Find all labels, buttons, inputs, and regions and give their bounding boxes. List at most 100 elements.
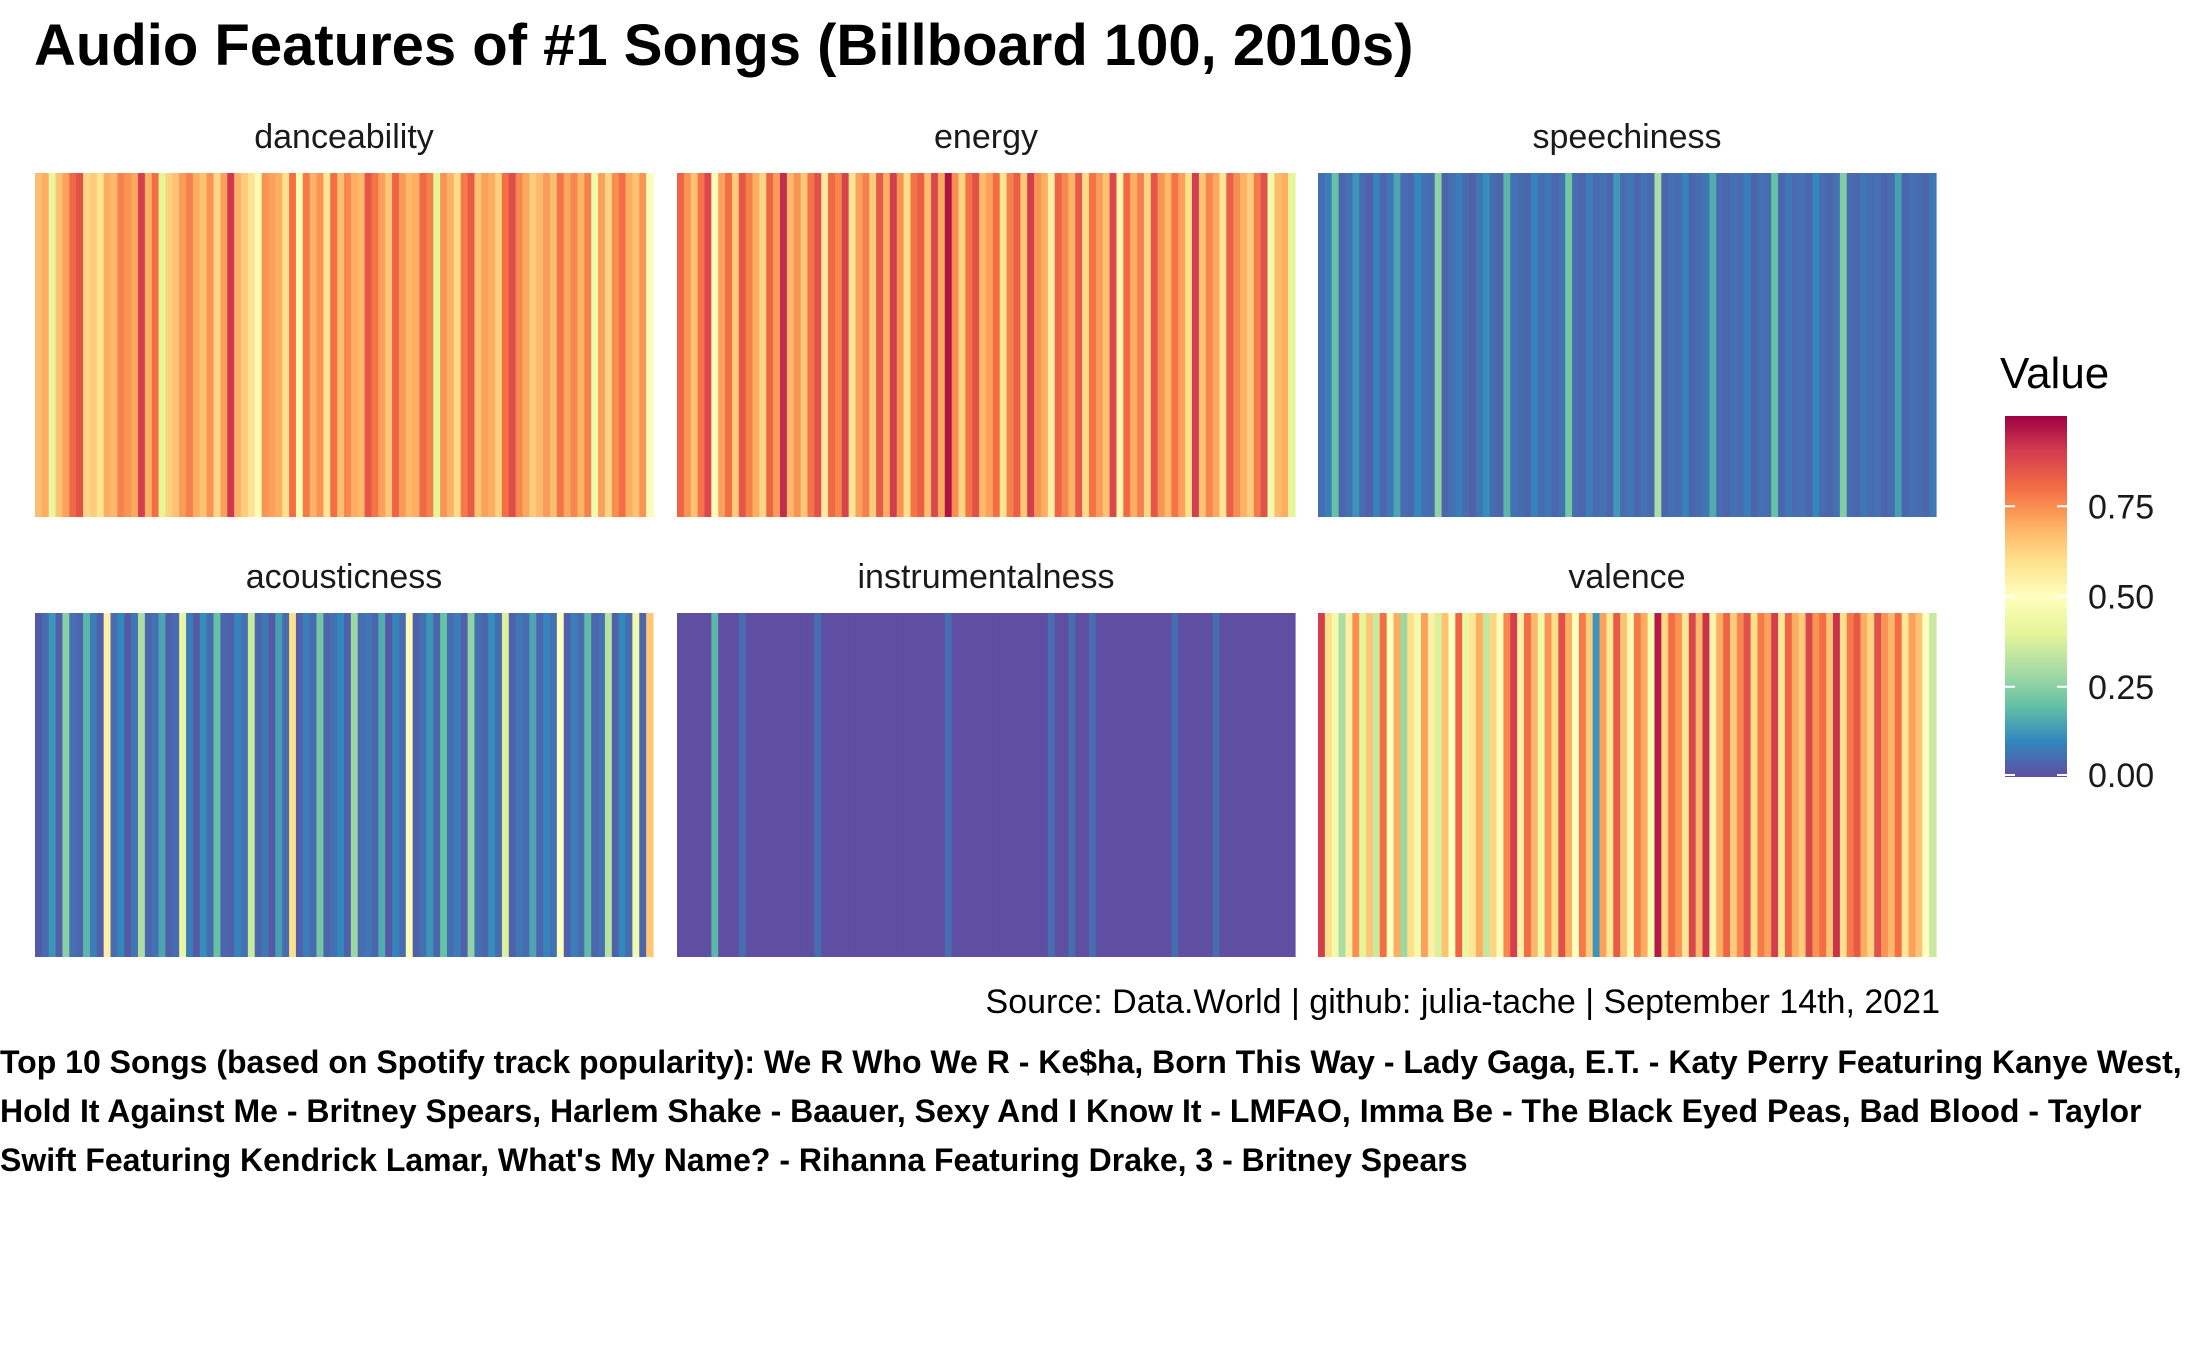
heatmap-stripe: [227, 613, 235, 957]
heatmap-stripe: [392, 173, 400, 517]
heatmap-stripe: [1034, 613, 1042, 957]
heatmap-stripe: [999, 613, 1008, 957]
heatmap-stripe: [1359, 613, 1367, 957]
heatmap-stripe: [711, 173, 719, 517]
heatmap-stripe: [144, 613, 153, 957]
heatmap-stripe: [350, 173, 359, 517]
heatmap-stripe: [1627, 173, 1635, 517]
heatmap-stripe: [357, 173, 366, 517]
heatmap-stripe: [937, 613, 946, 957]
heatmap-stripe: [1654, 173, 1662, 517]
heatmap-stripe: [1736, 173, 1745, 517]
source-caption: Source: Data.World | github: julia-tache…: [985, 983, 1940, 1021]
heatmap-stripe: [1212, 173, 1221, 517]
heatmap-stripe: [364, 613, 373, 957]
heatmap-stripe: [69, 173, 77, 517]
heatmap-stripe: [1812, 173, 1820, 517]
heatmap-stripe: [234, 613, 242, 957]
heatmap-stripe: [883, 173, 891, 517]
heatmap-stripe: [584, 173, 592, 517]
heatmap-stripe: [1887, 173, 1896, 517]
heatmap-stripe: [124, 173, 132, 517]
heatmap-stripe: [725, 613, 733, 957]
heatmap-stripe: [1318, 173, 1326, 517]
heatmap-stripe: [944, 173, 953, 517]
heatmap-stripe: [1434, 613, 1443, 957]
heatmap-stripe: [1489, 613, 1498, 957]
heatmap-stripe: [268, 613, 276, 957]
heatmap-stripe: [1427, 173, 1436, 517]
legend-tick-label: 0.00: [2088, 757, 2154, 795]
heatmap-stripe: [780, 173, 788, 517]
heatmap-stripe: [1253, 613, 1262, 957]
heatmap-stripe: [1675, 613, 1683, 957]
heatmap-stripe: [206, 613, 215, 957]
heatmap-stripe: [1274, 613, 1282, 957]
heatmap-stripe: [958, 613, 966, 957]
heatmap-stripe: [979, 173, 987, 517]
heatmap-stripe: [1750, 173, 1759, 517]
heatmap-stripe: [172, 173, 180, 517]
heatmap-stripe: [646, 613, 654, 957]
heatmap-stripe: [766, 613, 774, 957]
heatmap-stripe: [903, 613, 912, 957]
heatmap-stripe: [773, 613, 781, 957]
heatmap-stripe: [151, 173, 160, 517]
heatmap-stripe: [1324, 613, 1333, 957]
heatmap-stripe: [800, 613, 809, 957]
heatmap-stripe: [1089, 173, 1097, 517]
heatmap-stripe: [931, 613, 939, 957]
heatmap-stripe: [337, 173, 345, 517]
heatmap-stripe: [725, 173, 733, 517]
heatmap-stripe: [828, 173, 836, 517]
heatmap-stripe: [999, 173, 1008, 517]
heatmap-stripe: [1359, 173, 1367, 517]
heatmap-stripe: [1006, 613, 1015, 957]
heatmap-stripe: [172, 613, 180, 957]
heatmap-stripe: [1475, 173, 1484, 517]
heatmap-stripe: [1620, 173, 1628, 517]
heatmap-stripe: [1833, 613, 1841, 957]
heatmap-stripe: [1572, 173, 1580, 517]
heatmap-stripe: [453, 173, 462, 517]
heatmap-stripe: [1627, 613, 1635, 957]
heatmap-stripe: [1929, 613, 1937, 957]
heatmap-stripe: [862, 173, 870, 517]
heatmap-stripe: [1812, 613, 1820, 957]
heatmap-stripe: [138, 613, 146, 957]
heatmap-stripe: [213, 613, 221, 957]
heatmap-stripe: [1178, 173, 1186, 517]
heatmap-stripe: [117, 173, 125, 517]
heatmap-stripe: [986, 613, 994, 957]
heatmap-stripe: [515, 613, 524, 957]
heatmap-stripe: [1908, 173, 1916, 517]
heatmap-stripe: [800, 173, 809, 517]
heatmap-stripe: [1716, 173, 1724, 517]
heatmap-stripe: [931, 173, 939, 517]
heatmap-stripe: [1578, 173, 1587, 517]
heatmap-stripe: [1020, 613, 1028, 957]
heatmap-stripe: [385, 613, 393, 957]
heatmap-stripe: [261, 613, 270, 957]
heatmap-stripe: [965, 613, 973, 957]
heatmap-stripe: [1709, 173, 1717, 517]
heatmap-stripe: [117, 613, 125, 957]
heatmap-stripe: [917, 613, 925, 957]
heatmap-stripe: [986, 173, 994, 517]
heatmap-stripe: [834, 613, 843, 957]
heatmap-stripe: [1068, 173, 1076, 517]
heatmap-stripe: [460, 173, 469, 517]
heatmap-stripe: [378, 613, 386, 957]
heatmap-stripe: [1647, 173, 1656, 517]
heatmap-stripe: [780, 613, 788, 957]
heatmap-stripe: [896, 173, 905, 517]
heatmap-stripe: [1288, 613, 1296, 957]
heatmap-stripe: [1764, 173, 1772, 517]
heatmap-stripe: [357, 613, 366, 957]
heatmap-stripe: [937, 173, 946, 517]
heatmap-stripe: [96, 173, 105, 517]
heatmap-stripe: [83, 173, 91, 517]
heatmap-stripe: [745, 173, 754, 517]
heatmap-stripe: [179, 613, 187, 957]
heatmap-stripe: [1434, 173, 1443, 517]
